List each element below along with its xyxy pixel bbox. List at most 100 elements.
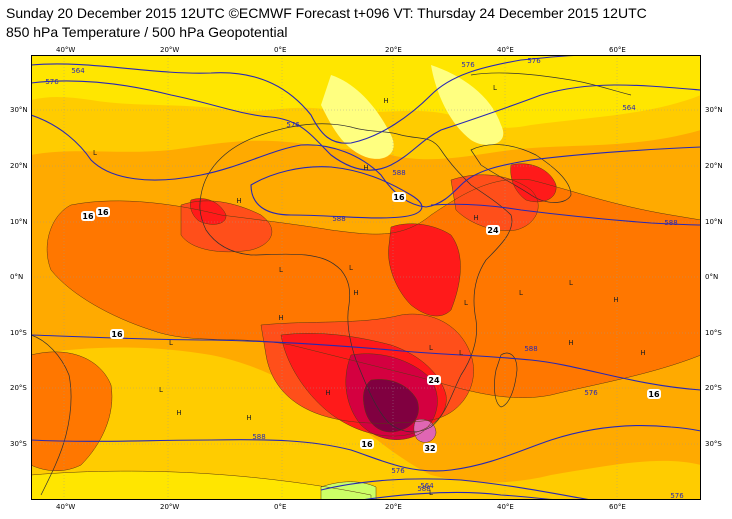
low-pressure-marker: L — [519, 289, 523, 297]
lon-label-bottom: 40°E — [497, 503, 514, 511]
lat-label-right: 30°N — [705, 106, 723, 114]
hot-spot-west — [190, 198, 227, 225]
lon-label-top: 0°E — [274, 46, 287, 54]
temperature-label: 16 — [360, 439, 374, 449]
lat-label-left: 30°N — [10, 106, 28, 114]
temperature-label: 16 — [110, 329, 124, 339]
geopotential-isoline — [31, 80, 701, 171]
lat-label-left: 10°N — [10, 218, 28, 226]
low-pressure-marker: L — [493, 84, 497, 92]
geopotential-label: 576 — [461, 61, 475, 69]
chart-title: Sunday 20 December 2015 12UTC ©ECMWF For… — [6, 5, 647, 21]
svg-text:16: 16 — [111, 330, 123, 339]
hot-spot-horn — [510, 163, 557, 202]
geopotential-label: 576 — [286, 121, 300, 129]
temperature-isotherm — [190, 198, 227, 225]
temperature-label: 16 — [392, 192, 406, 202]
temperature-isotherm — [31, 470, 372, 500]
lon-label-top: 40°W — [56, 46, 76, 54]
lat-label-right: 0°N — [705, 273, 719, 281]
geopotential-isoline — [250, 166, 423, 219]
low-pressure-marker: L — [279, 266, 283, 274]
low-pressure-marker: L — [349, 264, 353, 272]
svg-text:16: 16 — [393, 193, 405, 202]
temperature-isotherm — [388, 223, 461, 317]
lat-label-right: 10°N — [705, 218, 723, 226]
geopotential-label: 576 — [45, 78, 59, 86]
africa-coastline — [199, 123, 513, 433]
forecast-map: 16 16 16 16 16 16 24 24 32 564 576 576 576 576 564 588 5… — [31, 55, 701, 500]
sahara-light-band — [321, 75, 394, 159]
geopotential-label: 588 — [417, 485, 430, 493]
lon-label-bottom: 20°E — [385, 503, 402, 511]
lon-label-bottom: 60°E — [609, 503, 626, 511]
high-pressure-marker: H — [236, 197, 241, 205]
peak-core — [413, 419, 436, 443]
high-pressure-marker: H — [246, 414, 251, 422]
geopotential-label: 576 — [670, 492, 684, 500]
lon-label-top: 20°W — [160, 46, 180, 54]
temperature-label: 16 — [647, 389, 661, 399]
low-pressure-marker: L — [169, 339, 173, 347]
southern-band-yellow — [31, 471, 371, 500]
arabia-coastline — [470, 144, 572, 203]
geopotential-contours — [31, 55, 701, 500]
temperature-isotherm — [363, 379, 419, 433]
lat-label-left: 10°S — [10, 329, 27, 337]
extreme-core — [363, 379, 419, 433]
low-pressure-marker: L — [464, 299, 468, 307]
svg-text:24: 24 — [428, 376, 440, 385]
lat-label-left: 30°S — [10, 440, 27, 448]
low-pressure-marker: L — [429, 489, 433, 497]
high-pressure-marker: H — [363, 164, 368, 172]
geopotential-label: 588 — [664, 219, 677, 227]
geopotential-label: 588 — [332, 215, 345, 223]
temperature-label: 16 — [96, 207, 110, 217]
geopotential-label: 576 — [527, 57, 541, 65]
temperature-isotherm — [46, 178, 701, 398]
south-america-coastline — [31, 334, 72, 496]
temperature-isotherm — [260, 313, 474, 424]
geopotential-isoline — [320, 478, 592, 500]
geopotential-isoline — [31, 334, 701, 391]
lon-label-top: 20°E — [385, 46, 402, 54]
geopotential-label: 588 — [524, 345, 537, 353]
svg-text:24: 24 — [487, 226, 499, 235]
arabia-light-band — [431, 65, 504, 145]
geopotential-label: 564 — [622, 104, 636, 112]
geopotential-label: 564 — [71, 67, 85, 75]
temperature-label: 16 — [81, 211, 95, 221]
temperature-shading — [31, 55, 701, 500]
svg-text:16: 16 — [361, 440, 373, 449]
graticule — [31, 55, 701, 500]
high-pressure-marker: H — [278, 314, 283, 322]
high-pressure-marker: H — [353, 289, 358, 297]
temperature-isotherm — [31, 351, 113, 471]
geopotential-isoline — [360, 491, 562, 500]
geopotential-isoline — [31, 424, 701, 472]
lat-label-left: 20°N — [10, 162, 28, 170]
svg-text:16: 16 — [97, 208, 109, 217]
geopotential-label: 588 — [392, 169, 405, 177]
temperature-isotherm — [413, 419, 437, 443]
temperature-isotherm — [180, 200, 273, 253]
high-pressure-marker: H — [613, 296, 618, 304]
temperature-label: 32 — [423, 443, 437, 453]
geopotential-label: 576 — [391, 467, 405, 475]
lat-label-right: 30°S — [705, 440, 722, 448]
high-pressure-marker: H — [473, 214, 478, 222]
lon-label-top: 40°E — [497, 46, 514, 54]
low-pressure-marker: L — [429, 344, 433, 352]
southern-band-gold — [31, 347, 701, 500]
temperature-isotherm — [280, 333, 447, 437]
geopotential-isoline — [430, 203, 701, 226]
svg-text:16: 16 — [648, 390, 660, 399]
mediterranean-coastline — [470, 72, 632, 96]
lat-label-left: 20°S — [10, 384, 27, 392]
high-pressure-marker: H — [176, 409, 181, 417]
low-pressure-marker: L — [93, 149, 97, 157]
svg-text:16: 16 — [82, 212, 94, 221]
lon-label-top: 60°E — [609, 46, 626, 54]
temperature-isotherm — [450, 174, 539, 231]
